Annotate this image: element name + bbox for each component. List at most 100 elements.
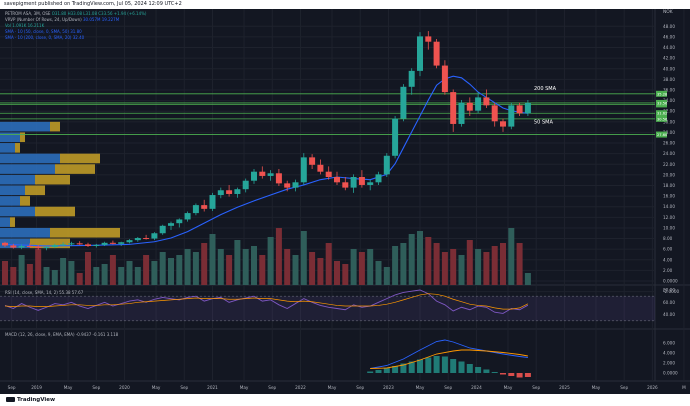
price-tick-label: 34.00 — [663, 98, 675, 103]
candle[interactable] — [300, 157, 307, 183]
candle[interactable] — [350, 177, 357, 188]
candle[interactable] — [516, 105, 523, 114]
candle[interactable] — [383, 155, 390, 175]
macd-line — [370, 339, 528, 369]
candle[interactable] — [375, 174, 382, 183]
candle[interactable] — [118, 242, 125, 244]
candle[interactable] — [466, 102, 473, 111]
chart-svg[interactable]: 48.00 46.00 44.00 42.00 40.00 38.00 36.00 34.00… — [0, 9, 690, 394]
candle[interactable] — [408, 70, 415, 87]
candle[interactable] — [483, 97, 490, 106]
macd-histogram-bar — [367, 371, 374, 373]
volume-profile-up-bar — [0, 196, 20, 206]
macd-histogram-bar — [491, 372, 498, 373]
candle[interactable] — [417, 36, 423, 71]
candle[interactable] — [51, 244, 58, 248]
candle[interactable] — [342, 182, 349, 188]
candle[interactable] — [275, 173, 282, 184]
footer-bar: TradingView — [0, 394, 690, 406]
candle[interactable] — [259, 171, 266, 176]
candle[interactable] — [500, 121, 506, 127]
candle[interactable] — [35, 246, 42, 249]
chart-area[interactable]: 48.00 46.00 44.00 42.00 40.00 38.00 36.00 34.00… — [0, 9, 690, 394]
candle[interactable] — [425, 36, 432, 42]
macd-histogram-bar — [524, 373, 531, 377]
candle[interactable] — [201, 205, 208, 209]
macd-histogram-bar — [516, 373, 523, 378]
candle[interactable] — [168, 223, 174, 226]
time-tick-label: May — [240, 385, 249, 390]
candle[interactable] — [209, 195, 216, 209]
candle[interactable] — [109, 242, 116, 244]
candle[interactable] — [101, 242, 108, 245]
candle[interactable] — [508, 105, 515, 127]
candle[interactable] — [85, 244, 91, 246]
brand-name: TradingView — [17, 397, 56, 403]
price-tick-label: 38.00 — [663, 77, 675, 82]
candle[interactable] — [433, 41, 440, 66]
price-tick-label: 26.00 — [663, 141, 675, 146]
candle[interactable] — [392, 118, 399, 156]
volume-bar — [68, 261, 75, 285]
candle[interactable] — [450, 92, 457, 124]
candle[interactable] — [2, 242, 8, 246]
candle[interactable] — [10, 245, 17, 248]
candle[interactable] — [317, 164, 324, 172]
candle[interactable] — [43, 247, 50, 249]
candle[interactable] — [524, 102, 531, 114]
volume-bar — [93, 267, 100, 285]
attribution-text: savepigment published on TradingView.com… — [4, 1, 182, 7]
candle[interactable] — [226, 190, 233, 194]
price-tick-label: 20.00 — [663, 172, 675, 177]
candle[interactable] — [358, 177, 365, 185]
macd-histogram-bar — [458, 361, 465, 373]
macd-tick-label: 6.000 — [663, 341, 675, 346]
volume-profile-down-bar — [35, 206, 75, 217]
volume-bar — [259, 255, 266, 285]
candle[interactable] — [18, 245, 25, 248]
candle[interactable] — [234, 189, 241, 194]
candle[interactable] — [151, 233, 158, 239]
candle[interactable] — [176, 219, 183, 224]
annotation-200-sma: 200 SMA — [534, 86, 557, 92]
candle[interactable] — [284, 183, 291, 188]
candle[interactable] — [251, 171, 257, 181]
candle[interactable] — [159, 225, 166, 234]
candle[interactable] — [325, 171, 332, 177]
candle[interactable] — [267, 173, 274, 176]
candle[interactable] — [184, 213, 191, 220]
legend-symbol: PETROM ASA, 3M, OSE — [5, 11, 51, 16]
candle[interactable] — [400, 86, 407, 119]
volume-bar — [2, 261, 8, 285]
candle[interactable] — [60, 244, 67, 246]
candle[interactable] — [242, 180, 249, 190]
volume-profile-down-bar — [60, 153, 100, 164]
candle[interactable] — [143, 238, 150, 240]
candle[interactable] — [217, 190, 224, 196]
volume-bar — [267, 237, 274, 285]
volume-profile-down-bar — [30, 238, 70, 249]
rsi-band — [0, 296, 655, 321]
candle[interactable] — [292, 182, 299, 188]
candle[interactable] — [68, 243, 75, 245]
candle[interactable] — [309, 157, 316, 165]
candle[interactable] — [126, 240, 133, 243]
candle[interactable] — [192, 205, 199, 214]
price-tick-label: 4.00 — [663, 257, 673, 262]
tradingview-logo[interactable]: TradingView — [6, 395, 55, 405]
candle[interactable] — [334, 177, 340, 183]
candle[interactable] — [26, 245, 33, 247]
candle[interactable] — [491, 105, 498, 122]
legend-sma50-row: SMA · 10 (50, close, 0, SMA, 50) 31.80 — [5, 29, 82, 34]
volume-profile-up-bar — [0, 164, 55, 174]
candle[interactable] — [76, 243, 83, 245]
candle[interactable] — [134, 238, 141, 241]
candle[interactable] — [441, 65, 448, 93]
candle[interactable] — [458, 102, 465, 124]
rsi-tick-label: 60.00 — [663, 300, 675, 305]
volume-bar — [76, 273, 83, 285]
price-tick-label: 40.00 — [663, 66, 675, 71]
candle[interactable] — [475, 97, 482, 111]
candle[interactable] — [367, 182, 374, 185]
candle[interactable] — [93, 244, 100, 246]
